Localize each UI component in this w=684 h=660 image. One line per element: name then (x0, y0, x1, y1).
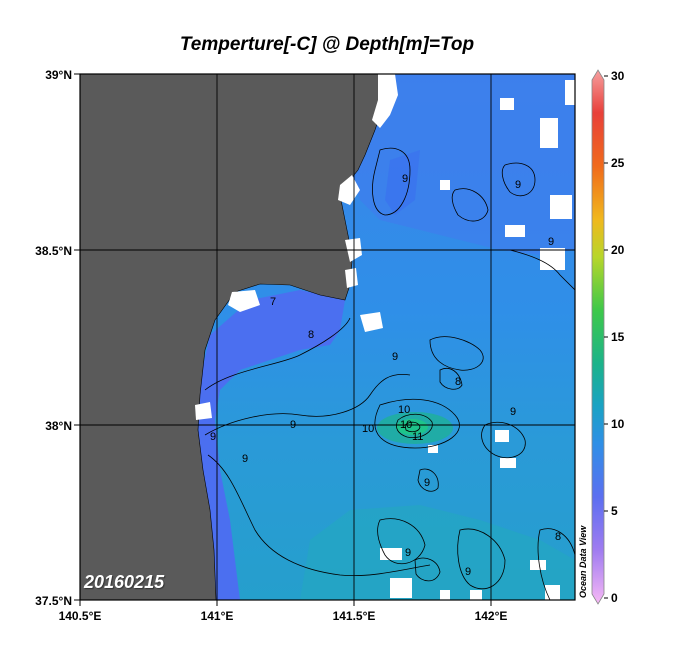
contour-label: 11 (412, 431, 423, 443)
colorbar-tick: 25 (611, 156, 625, 170)
contour-label: 10 (362, 423, 374, 435)
graticule (80, 74, 575, 600)
coastal-cool-water (198, 290, 345, 600)
colorbar-tick: 20 (611, 243, 625, 257)
contour-label: 7 (270, 296, 276, 308)
contour-lines (204, 147, 575, 600)
contour-label: 9 (510, 406, 516, 418)
contour-label: 10 (398, 404, 410, 416)
warm-south (300, 505, 575, 600)
lon-label: 141°E (201, 609, 234, 623)
lat-label: 39°N (45, 68, 72, 82)
contour-label: 8 (555, 531, 561, 543)
contour-label: 9 (242, 453, 248, 465)
lat-label: 37.5°N (35, 594, 72, 608)
contour-label: 9 (392, 351, 398, 363)
lon-label: 142°E (475, 609, 508, 623)
colorbar-tick: 10 (611, 417, 625, 431)
lon-label: 141.5°E (333, 609, 376, 623)
cool-patch (350, 74, 575, 255)
colorbar-tick: 5 (611, 504, 618, 518)
land-mass (80, 74, 386, 600)
contour-label: 9 (465, 566, 471, 578)
colorbar-tick: 0 (611, 591, 618, 605)
colorbar-tick: 30 (611, 69, 625, 83)
lat-label: 38°N (45, 419, 72, 433)
contour-label: 9 (515, 179, 521, 191)
contour-label: 9 (210, 431, 216, 443)
colorbar: 30 25 20 15 10 5 0 (591, 69, 625, 605)
lon-label: 140.5°E (59, 609, 102, 623)
lat-label: 38.5°N (35, 244, 72, 258)
contour-label: 8 (455, 376, 461, 388)
colorbar-tick: 15 (611, 330, 625, 344)
contour-label: 9 (424, 477, 430, 489)
cool-patch-2 (385, 150, 420, 215)
warm-core-inner (396, 419, 428, 435)
contour-label: 9 (548, 236, 554, 248)
contour-label: 9 (405, 547, 411, 559)
missing-data-patches (195, 74, 575, 600)
contour-label: 9 (402, 173, 408, 185)
date-stamp: 20160215 (84, 572, 165, 592)
contour-label: 8 (308, 329, 314, 341)
colorbar-ramp (591, 69, 605, 605)
map-frame (79, 73, 576, 601)
frame-ticks (74, 73, 492, 606)
page-title: Temperture[-C] @ Depth[m]=Top (179, 34, 475, 55)
watermark: Ocean Data View (578, 525, 588, 598)
